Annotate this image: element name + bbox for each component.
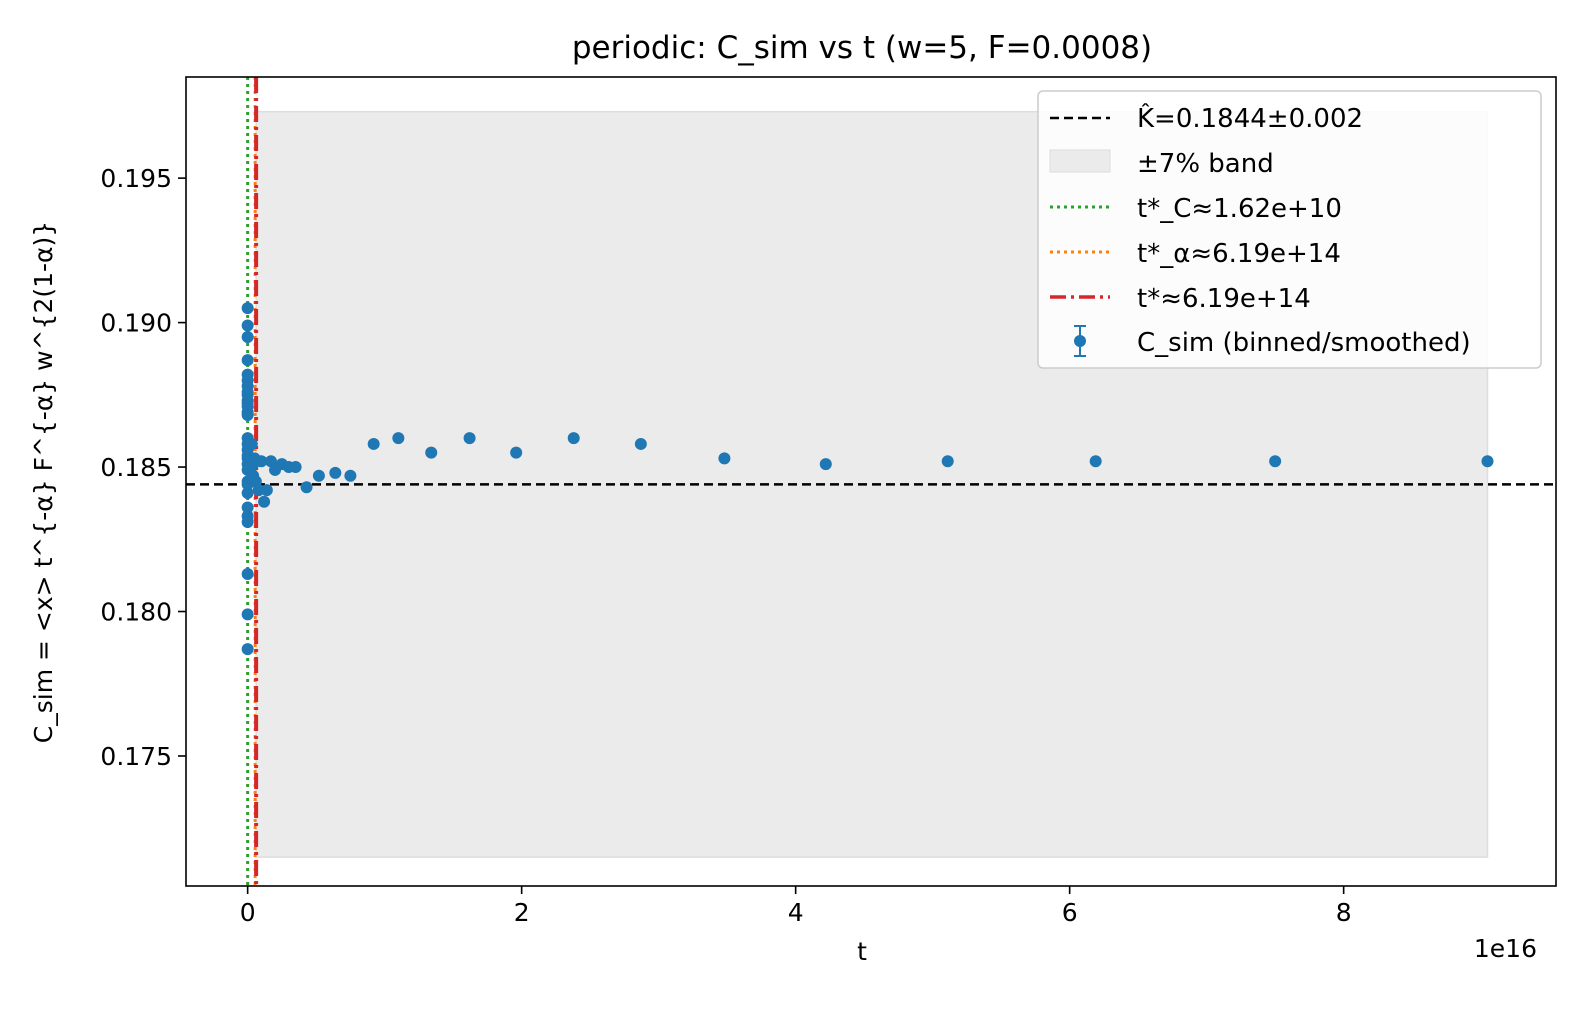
data-point [245,437,258,450]
data-point [312,469,325,482]
legend-series-swatch [1074,325,1086,357]
data-point [241,487,254,500]
chart-title: periodic: C_sim vs t (w=5, F=0.0008) [572,30,1152,66]
data-point [510,446,523,459]
legend-vline-talpha-label: t*_α≈6.19e+14 [1137,239,1341,269]
data-point [941,455,954,468]
data-point [329,466,342,479]
data-point [258,495,271,508]
data-point [241,515,254,528]
data-point [1481,455,1494,468]
data-point [241,374,254,387]
data-point [241,608,254,621]
data-point [819,458,832,471]
data-point [241,319,254,332]
y-tick-label: 0.175 [100,742,172,771]
data-point [241,354,254,367]
data-point [252,484,265,497]
legend-band-swatch [1049,149,1111,173]
y-tick-label: 0.190 [100,309,172,338]
legend-vline-tc-label: t*_C≈1.62e+10 [1137,194,1342,224]
data-point [300,481,313,494]
legend-vline-tstar-label: t*≈6.19e+14 [1137,284,1311,314]
legend-frame [1037,90,1542,369]
data-point [1269,455,1282,468]
data-point [567,432,580,445]
y-tick-label: 0.180 [100,598,172,627]
data-point [1089,455,1102,468]
x-tick-label: 4 [788,898,804,927]
data-point [634,437,647,450]
data-point [392,432,405,445]
x-tick-label: 0 [240,898,256,927]
data-point [241,385,254,398]
y-axis-label: C_sim = <x> t^{-α} F^{-α} w^{2(1-α)} [29,221,58,743]
x-tick-label: 2 [514,898,530,927]
legend-series-label: C_sim (binned/smoothed) [1137,328,1471,358]
data-point [463,432,476,445]
data-point [241,394,254,407]
data-point [255,455,268,468]
y-tick-label: 0.195 [100,164,172,193]
data-point [260,484,273,497]
data-point [241,501,254,514]
data-point [425,446,438,459]
data-point [241,302,254,315]
legend-band-label: ±7% band [1137,149,1274,179]
data-point [241,567,254,580]
axes-frame [185,76,1557,887]
x-axis-label: t [857,937,867,966]
x-tick-label: 8 [1336,898,1352,927]
legend: K̂=0.1844±0.002 ±7% band t*_C≈1.62e+10 t… [1037,90,1542,369]
x-axis-offset-text: 1e16 [1474,934,1537,963]
legend-reference-line-label: K̂=0.1844±0.002 [1137,102,1363,134]
x-tick-label: 6 [1062,898,1078,927]
data-point [718,452,731,465]
data-point [241,409,254,422]
data-point [241,331,254,344]
y-tick-label: 0.185 [100,453,172,482]
data-point [241,643,254,656]
data-point [289,461,302,474]
data-point [344,469,357,482]
data-point [367,437,380,450]
